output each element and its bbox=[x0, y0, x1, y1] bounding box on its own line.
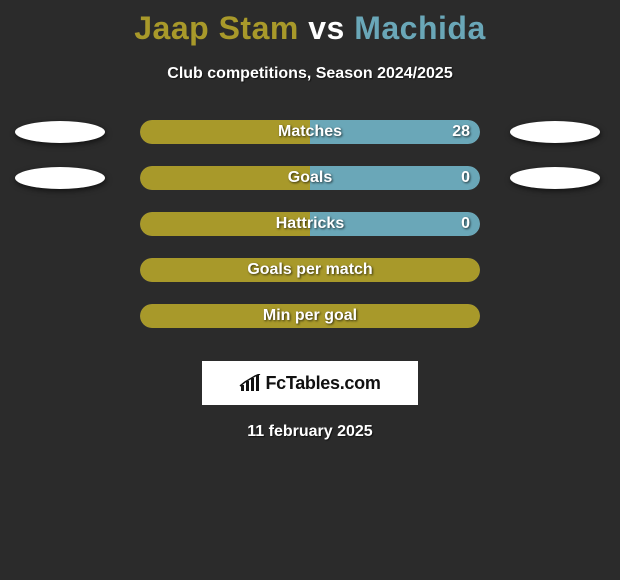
chart-row: Goals per match bbox=[0, 255, 620, 301]
title-player1: Jaap Stam bbox=[134, 10, 299, 46]
value-right: 28 bbox=[452, 120, 470, 144]
chart-area: Matches28Goals0Hattricks0Goals per match… bbox=[0, 117, 620, 347]
bar-fill-left bbox=[140, 166, 310, 190]
bar-fill bbox=[140, 258, 480, 282]
footer-logo-text: FcTables.com bbox=[265, 373, 380, 394]
footer-date: 11 february 2025 bbox=[0, 423, 620, 441]
bar-track bbox=[140, 212, 480, 236]
bar-track bbox=[140, 166, 480, 190]
left-ellipse bbox=[15, 121, 105, 143]
title-vs: vs bbox=[308, 10, 345, 46]
chart-icon bbox=[239, 374, 261, 392]
bar-fill-left bbox=[140, 120, 310, 144]
bar-track bbox=[140, 304, 480, 328]
chart-row: Matches28 bbox=[0, 117, 620, 163]
title-player2: Machida bbox=[354, 10, 486, 46]
bar-fill-left bbox=[140, 212, 310, 236]
left-ellipse bbox=[15, 167, 105, 189]
subtitle: Club competitions, Season 2024/2025 bbox=[0, 65, 620, 83]
value-right: 0 bbox=[461, 212, 470, 236]
chart-row: Min per goal bbox=[0, 301, 620, 347]
bar-fill-right bbox=[310, 166, 480, 190]
right-ellipse bbox=[510, 121, 600, 143]
chart-row: Hattricks0 bbox=[0, 209, 620, 255]
bar-track bbox=[140, 120, 480, 144]
page-title: Jaap Stam vs Machida bbox=[0, 0, 620, 47]
footer-logo: FcTables.com bbox=[202, 361, 418, 405]
value-right: 0 bbox=[461, 166, 470, 190]
chart-row: Goals0 bbox=[0, 163, 620, 209]
right-ellipse bbox=[510, 167, 600, 189]
bar-track bbox=[140, 258, 480, 282]
bar-fill-right bbox=[310, 212, 480, 236]
bar-fill bbox=[140, 304, 480, 328]
comparison-infographic: Jaap Stam vs Machida Club competitions, … bbox=[0, 0, 620, 580]
